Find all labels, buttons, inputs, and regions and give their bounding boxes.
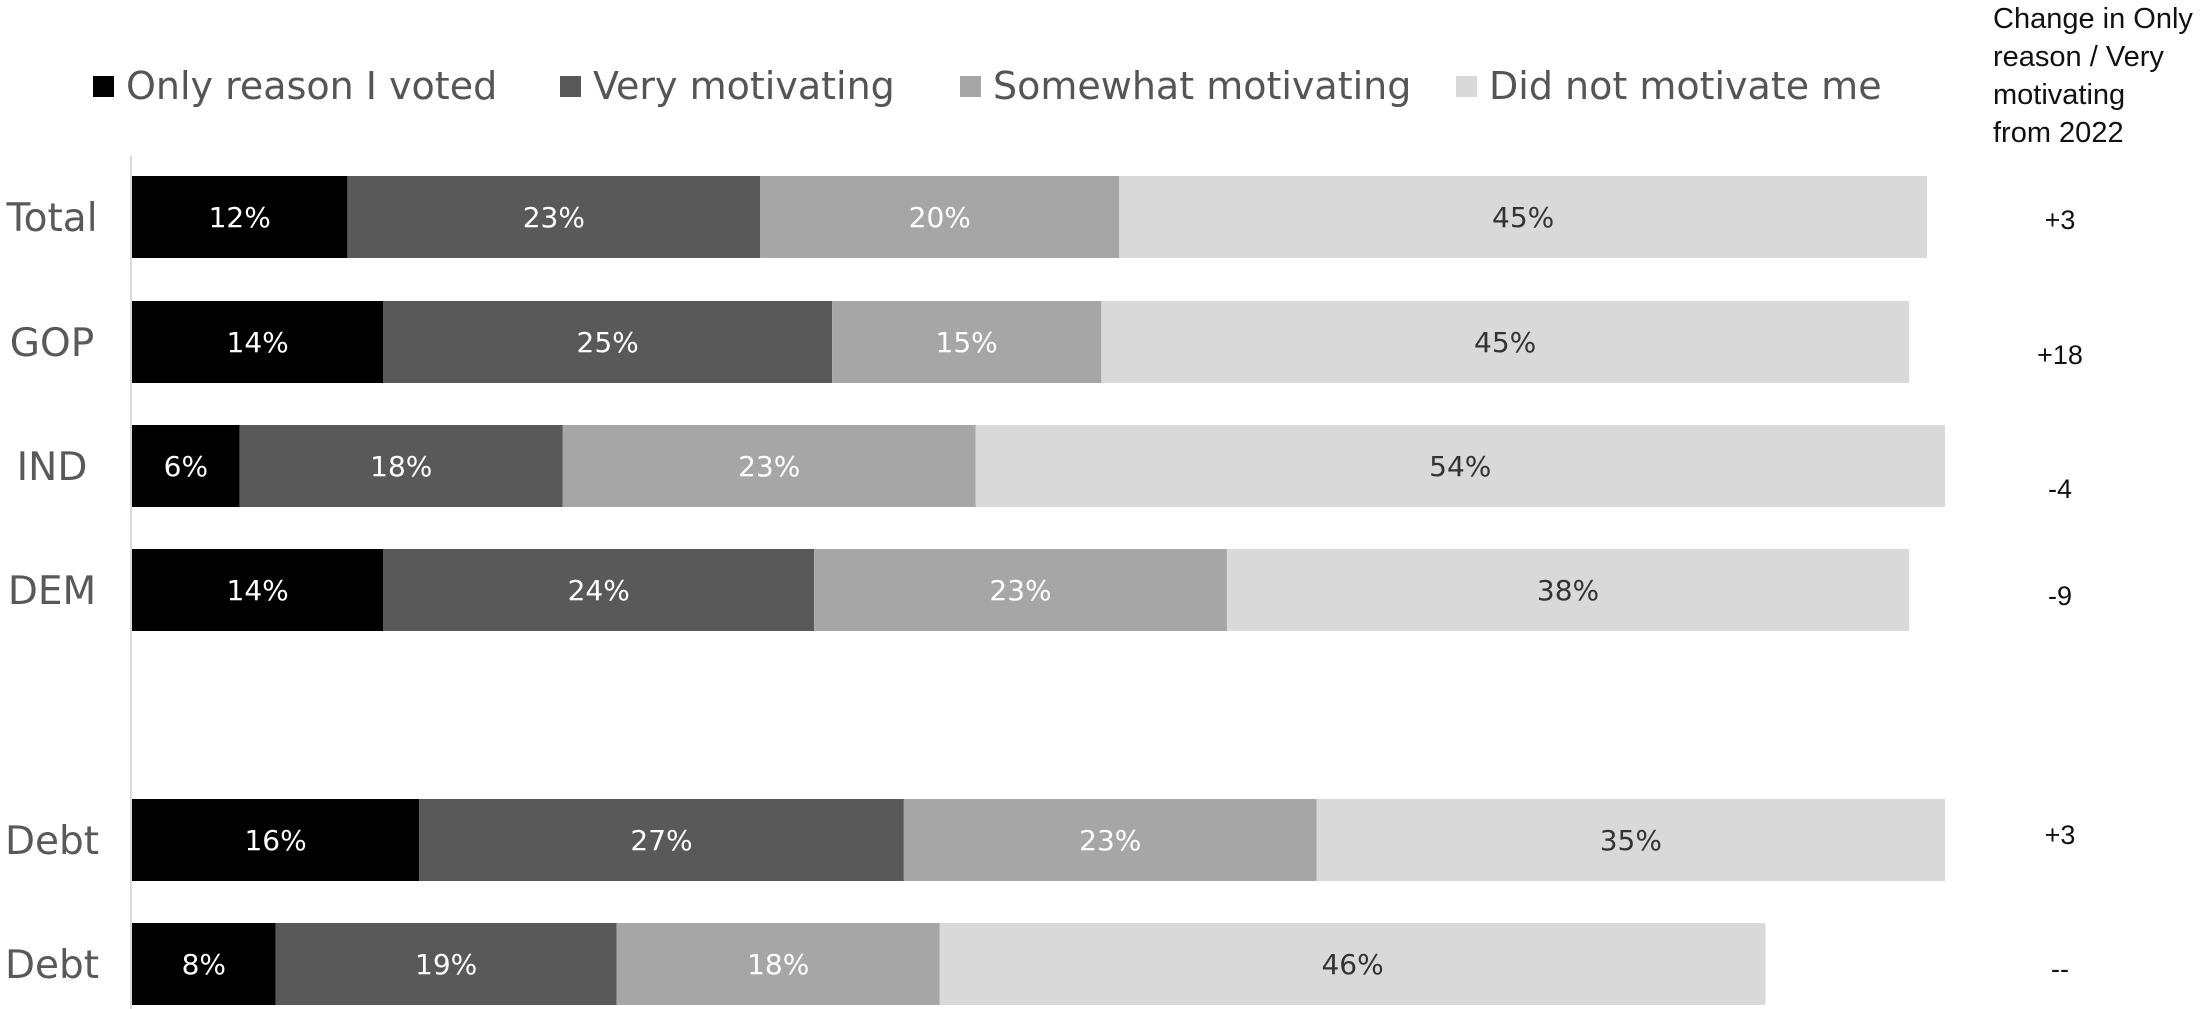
change-header-line: Change in Only bbox=[1993, 3, 2193, 35]
bar-segment bbox=[1316, 799, 1945, 881]
data-label: 35% bbox=[1600, 824, 1662, 857]
bar-segment bbox=[939, 923, 1766, 1005]
data-label: 12% bbox=[209, 201, 271, 234]
category-label: GOP bbox=[10, 321, 94, 366]
bar-segment bbox=[383, 301, 833, 383]
change-header-line: motivating bbox=[1993, 79, 2126, 111]
data-label: 24% bbox=[568, 574, 630, 607]
bar-segment bbox=[814, 549, 1227, 631]
category-label: Debt bbox=[5, 819, 99, 864]
category-label: Debt bbox=[5, 943, 99, 988]
legend-item-somewhat-motivating: Somewhat motivating bbox=[960, 64, 1412, 108]
bar-segment bbox=[562, 425, 976, 507]
change-value-ind: -4 bbox=[2047, 474, 2072, 504]
change-value-dem: -9 bbox=[2047, 581, 2072, 611]
data-label: 25% bbox=[577, 326, 639, 359]
category-label: IND bbox=[17, 445, 88, 490]
bar-segment bbox=[1119, 176, 1927, 258]
category-label: Total bbox=[5, 196, 97, 241]
category-label: DEM bbox=[8, 569, 96, 614]
change-column-header: Change in Only reason / Very motivating … bbox=[1993, 0, 2198, 152]
data-label: 23% bbox=[738, 450, 800, 483]
legend-label: Did not motivate me bbox=[1489, 64, 1882, 108]
data-label: 38% bbox=[1537, 574, 1599, 607]
data-label: 23% bbox=[1079, 824, 1141, 857]
data-label: 20% bbox=[909, 201, 971, 234]
bar-area: 12% 23% 20% 45% 14% 25% 15% 45% 6% 18% 23% 54% 14% 24… bbox=[130, 156, 1945, 1009]
data-label: 23% bbox=[989, 574, 1051, 607]
bar-segment bbox=[275, 923, 617, 1005]
data-label: 27% bbox=[630, 824, 692, 857]
bar-segment bbox=[903, 799, 1317, 881]
legend-swatch bbox=[960, 75, 981, 97]
category-labels: Total GOP IND DEM Debt Debt bbox=[5, 196, 99, 988]
bar-segment bbox=[383, 549, 815, 631]
bar-segment bbox=[1101, 301, 1910, 383]
bar-segment bbox=[975, 425, 1945, 507]
data-label: 23% bbox=[523, 201, 585, 234]
bar-segment bbox=[239, 425, 563, 507]
legend-item-only-reason: Only reason I voted bbox=[93, 64, 498, 108]
legend-label: Only reason I voted bbox=[126, 64, 498, 108]
data-label: 18% bbox=[747, 948, 809, 981]
legend-item-very-motivating: Very motivating bbox=[560, 64, 895, 108]
change-value-total: +3 bbox=[2044, 205, 2076, 235]
bar-segment bbox=[832, 301, 1102, 383]
bar-segment bbox=[347, 176, 761, 258]
legend-swatch bbox=[560, 75, 581, 97]
change-header-line: reason / Very bbox=[1993, 41, 2164, 73]
data-label: 18% bbox=[370, 450, 432, 483]
data-label: 8% bbox=[182, 948, 226, 981]
legend-label: Somewhat motivating bbox=[993, 64, 1412, 108]
bar-segment bbox=[132, 923, 276, 1005]
legend-swatch bbox=[93, 75, 114, 97]
data-label: 16% bbox=[244, 824, 306, 857]
data-label: 45% bbox=[1492, 201, 1554, 234]
bar-segment bbox=[132, 549, 384, 631]
change-value-debt-2: -- bbox=[2051, 954, 2069, 984]
change-value-gop: +18 bbox=[2037, 340, 2083, 370]
legend-item-did-not-motivate: Did not motivate me bbox=[1456, 64, 1882, 108]
data-label: 14% bbox=[227, 574, 289, 607]
data-label: 19% bbox=[415, 948, 477, 981]
bar-segment bbox=[132, 176, 348, 258]
data-label: 46% bbox=[1321, 948, 1383, 981]
data-label: 15% bbox=[936, 326, 998, 359]
change-value-debt-1: +3 bbox=[2044, 820, 2076, 850]
bar-segment bbox=[760, 176, 1120, 258]
change-header-line: from 2022 bbox=[1993, 117, 2124, 149]
bar-segment bbox=[132, 425, 240, 507]
legend-label: Very motivating bbox=[593, 64, 895, 108]
data-label: 45% bbox=[1474, 326, 1536, 359]
legend-swatch bbox=[1456, 75, 1477, 97]
bar-segment bbox=[616, 923, 940, 1005]
data-label: 14% bbox=[227, 326, 289, 359]
bar-segment bbox=[1226, 549, 1910, 631]
bar-segment bbox=[419, 799, 904, 881]
data-label: 54% bbox=[1429, 450, 1491, 483]
bar-segment bbox=[132, 301, 384, 383]
bar-segment bbox=[132, 799, 420, 881]
data-label: 6% bbox=[164, 450, 208, 483]
